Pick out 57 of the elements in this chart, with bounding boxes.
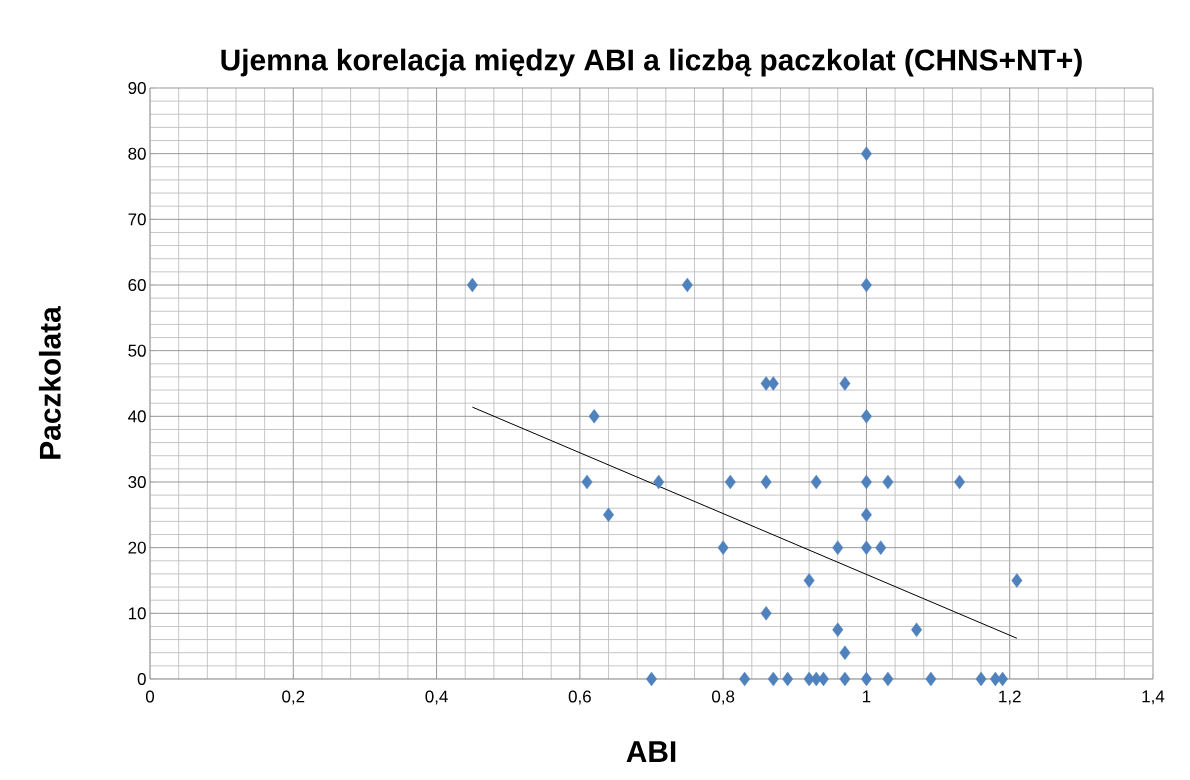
point: [882, 474, 894, 490]
y-tick-label: 10: [128, 607, 146, 620]
x-tick-label: 0,2: [282, 690, 305, 705]
point: [860, 671, 872, 687]
point: [832, 540, 844, 555]
x-tick-label: 0,4: [425, 690, 448, 705]
y-tick-label: 90: [128, 81, 146, 94]
point: [860, 277, 872, 293]
point: [760, 474, 772, 490]
point: [860, 474, 872, 490]
point: [975, 671, 987, 687]
point: [817, 671, 829, 687]
point: [1011, 573, 1023, 588]
x-axis-title: ABI: [626, 741, 676, 762]
point: [875, 540, 887, 555]
y-tick-label: 20: [128, 541, 146, 554]
point: [588, 409, 600, 424]
point: [681, 277, 693, 293]
point: [466, 277, 478, 293]
point: [882, 671, 894, 687]
y-tick-label: 80: [128, 147, 146, 160]
point: [717, 540, 729, 555]
point: [832, 622, 844, 637]
point: [860, 507, 872, 523]
y-tick-label: 60: [128, 278, 146, 291]
x-tick-label: 1,2: [999, 690, 1021, 705]
point: [839, 376, 851, 391]
x-tick-label: 0: [145, 690, 155, 703]
point: [911, 622, 923, 637]
x-tick-label: 1,4: [1142, 690, 1165, 705]
point: [739, 671, 751, 687]
x-tick-label: 0,8: [712, 690, 735, 705]
point: [653, 474, 665, 490]
y-axis-title: Paczkolata: [38, 306, 61, 459]
point: [803, 573, 815, 588]
point: [860, 409, 872, 424]
y-tick-label: 0: [137, 672, 146, 685]
y-tick-label: 70: [128, 213, 146, 226]
chart-title: Ujemna korelacja między ABI a liczbą paczkolat (CHNS+NT+): [221, 48, 1082, 77]
point: [782, 671, 794, 687]
point: [581, 474, 593, 490]
point: [760, 606, 772, 621]
point: [860, 540, 872, 555]
point: [810, 474, 822, 490]
y-tick-label: 40: [128, 410, 146, 423]
y-tick-label: 30: [128, 475, 146, 488]
point: [767, 376, 779, 391]
point: [767, 671, 779, 687]
point: [724, 474, 736, 490]
point: [925, 671, 937, 687]
x-tick-label: 1: [863, 690, 871, 703]
point: [839, 671, 851, 687]
x-tick-label: 0,6: [568, 690, 591, 705]
point: [860, 146, 872, 161]
y-tick-label: 50: [128, 344, 146, 357]
point: [839, 645, 851, 660]
point: [954, 474, 966, 490]
